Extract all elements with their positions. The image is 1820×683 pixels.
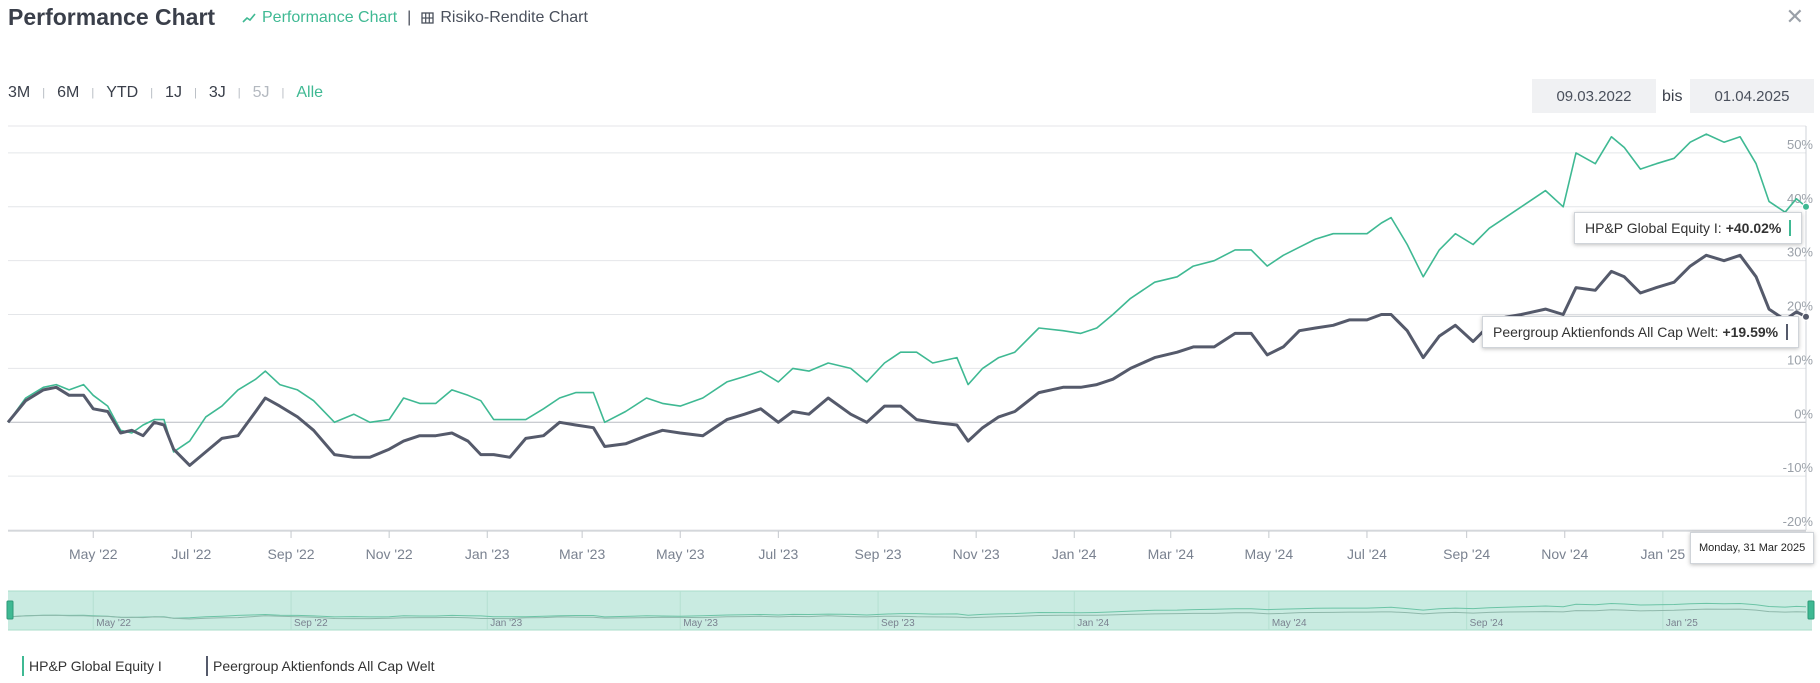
range-separator: | [193,87,197,99]
x-tick-label: Jan '24 [1052,546,1097,562]
series-line-2 [6,253,1807,467]
legend-item-series-1[interactable]: HP&P Global Equity I [22,656,162,676]
x-tick-label: Jan '25 [1641,546,1686,562]
legend-item-series-2[interactable]: Peergroup Aktienfonds All Cap Welt [206,656,435,676]
series-line-1 [7,133,1807,453]
page-title: Performance Chart [8,4,216,30]
range-separator: | [237,87,241,99]
y-tick-label: 50% [1787,137,1813,152]
range-5j-button: 5J [252,84,270,101]
navigator-tick-label: Jan '24 [1077,618,1109,629]
navigator-tick-label: Jan '25 [1666,618,1698,629]
x-tick-label: Sep '23 [855,546,902,562]
grid-icon [421,12,434,24]
legend-marker-series-1 [22,656,24,676]
tooltip-series-1-value: +40.02% [1725,220,1782,236]
tooltip-series-2: Peergroup Aktienfonds All Cap Welt: +19.… [1482,316,1800,348]
x-tick-label: Sep '22 [268,546,315,562]
x-tick-label: Nov '22 [366,546,413,562]
tab-performance-chart[interactable]: Performance Chart [242,9,397,27]
date-from-input[interactable]: 09.03.2022 [1532,79,1656,113]
range-3m-button[interactable]: 3M [8,84,31,101]
y-tick-label: 40% [1787,191,1813,206]
x-tick-label: Jul '23 [758,546,798,562]
tooltip-series-1-marker [1789,220,1792,236]
x-tick-label: Mar '23 [559,546,605,562]
navigator-handle [1807,600,1815,620]
tab-risiko-rendite-chart-label: Risiko-Rendite Chart [440,9,588,26]
hover-point-series-2 [1802,312,1810,321]
legend-label-series-1: HP&P Global Equity I [29,658,162,674]
x-tick-label: Sep '24 [1443,546,1490,562]
y-tick-label: 30% [1787,245,1813,260]
navigator-background [8,591,1812,630]
tooltip-series-1: HP&P Global Equity I: +40.02% [1574,212,1803,244]
tooltip-date: Monday, 31 Mar 2025 [1690,532,1815,564]
x-tick-label: Jul '22 [171,546,211,562]
x-tick-label: Mar '24 [1148,546,1194,562]
navigator-tick-label: May '24 [1272,618,1307,629]
range-3j-button[interactable]: 3J [208,84,226,101]
range-ytd-button[interactable]: YTD [106,84,139,101]
y-tick-label: 20% [1787,299,1813,314]
x-tick-label: May '22 [69,546,118,562]
y-tick-label: 0% [1794,406,1813,421]
chart-tabs: Performance Chart | Risiko-Rendite Chart [242,9,588,27]
range-separator: | [42,87,46,99]
date-range-separator: bis [1662,88,1683,105]
legend-label-series-2: Peergroup Aktienfonds All Cap Welt [213,658,435,674]
range-alle-button[interactable]: Alle [296,84,324,101]
x-tick-label: May '23 [656,546,705,562]
navigator-tick-label: May '22 [96,618,131,629]
y-tick-label: -10% [1783,460,1814,475]
tab-performance-chart-label: Performance Chart [262,9,398,26]
x-tick-label: Jul '24 [1347,546,1387,562]
y-tick-label: -20% [1783,514,1814,529]
range-1j-button[interactable]: 1J [165,84,182,101]
navigator-tick-label: Sep '23 [881,618,915,629]
navigator-handle [6,600,14,620]
range-separator: | [281,87,285,99]
range-selector: 3M | 6M | YTD | 1J | 3J | 5J | Alle [8,84,323,102]
tab-separator: | [407,9,412,26]
y-tick-label: 10% [1787,352,1813,367]
range-separator: | [150,87,154,99]
tooltip-series-1-label: HP&P Global Equity I: [1585,220,1722,236]
tab-risiko-rendite-chart[interactable]: Risiko-Rendite Chart [421,9,588,27]
navigator-tick-label: Sep '22 [294,618,328,629]
x-tick-label: May '24 [1245,546,1294,562]
range-separator: | [91,87,95,99]
x-tick-label: Jan '23 [465,546,510,562]
navigator-series-2 [7,608,1807,620]
navigator-tick-label: May '23 [683,618,718,629]
tooltip-series-2-label: Peergroup Aktienfonds All Cap Welt: [1493,324,1719,340]
navigator-tick-label: Jan '23 [490,618,522,629]
line-chart-icon [242,13,256,23]
tooltip-series-2-marker [1786,324,1789,340]
navigator-tick-label: Sep '24 [1470,618,1504,629]
date-to-input[interactable]: 01.04.2025 [1690,79,1814,113]
range-6m-button[interactable]: 6M [57,84,80,101]
navigator-series-1 [7,602,1807,619]
tooltip-series-2-value: +19.59% [1722,324,1779,340]
close-icon[interactable]: ✕ [1785,4,1804,29]
x-tick-label: Nov '23 [953,546,1000,562]
legend-marker-series-2 [206,656,208,676]
hover-point-series-1 [1802,202,1810,211]
x-tick-label: Nov '24 [1541,546,1588,562]
